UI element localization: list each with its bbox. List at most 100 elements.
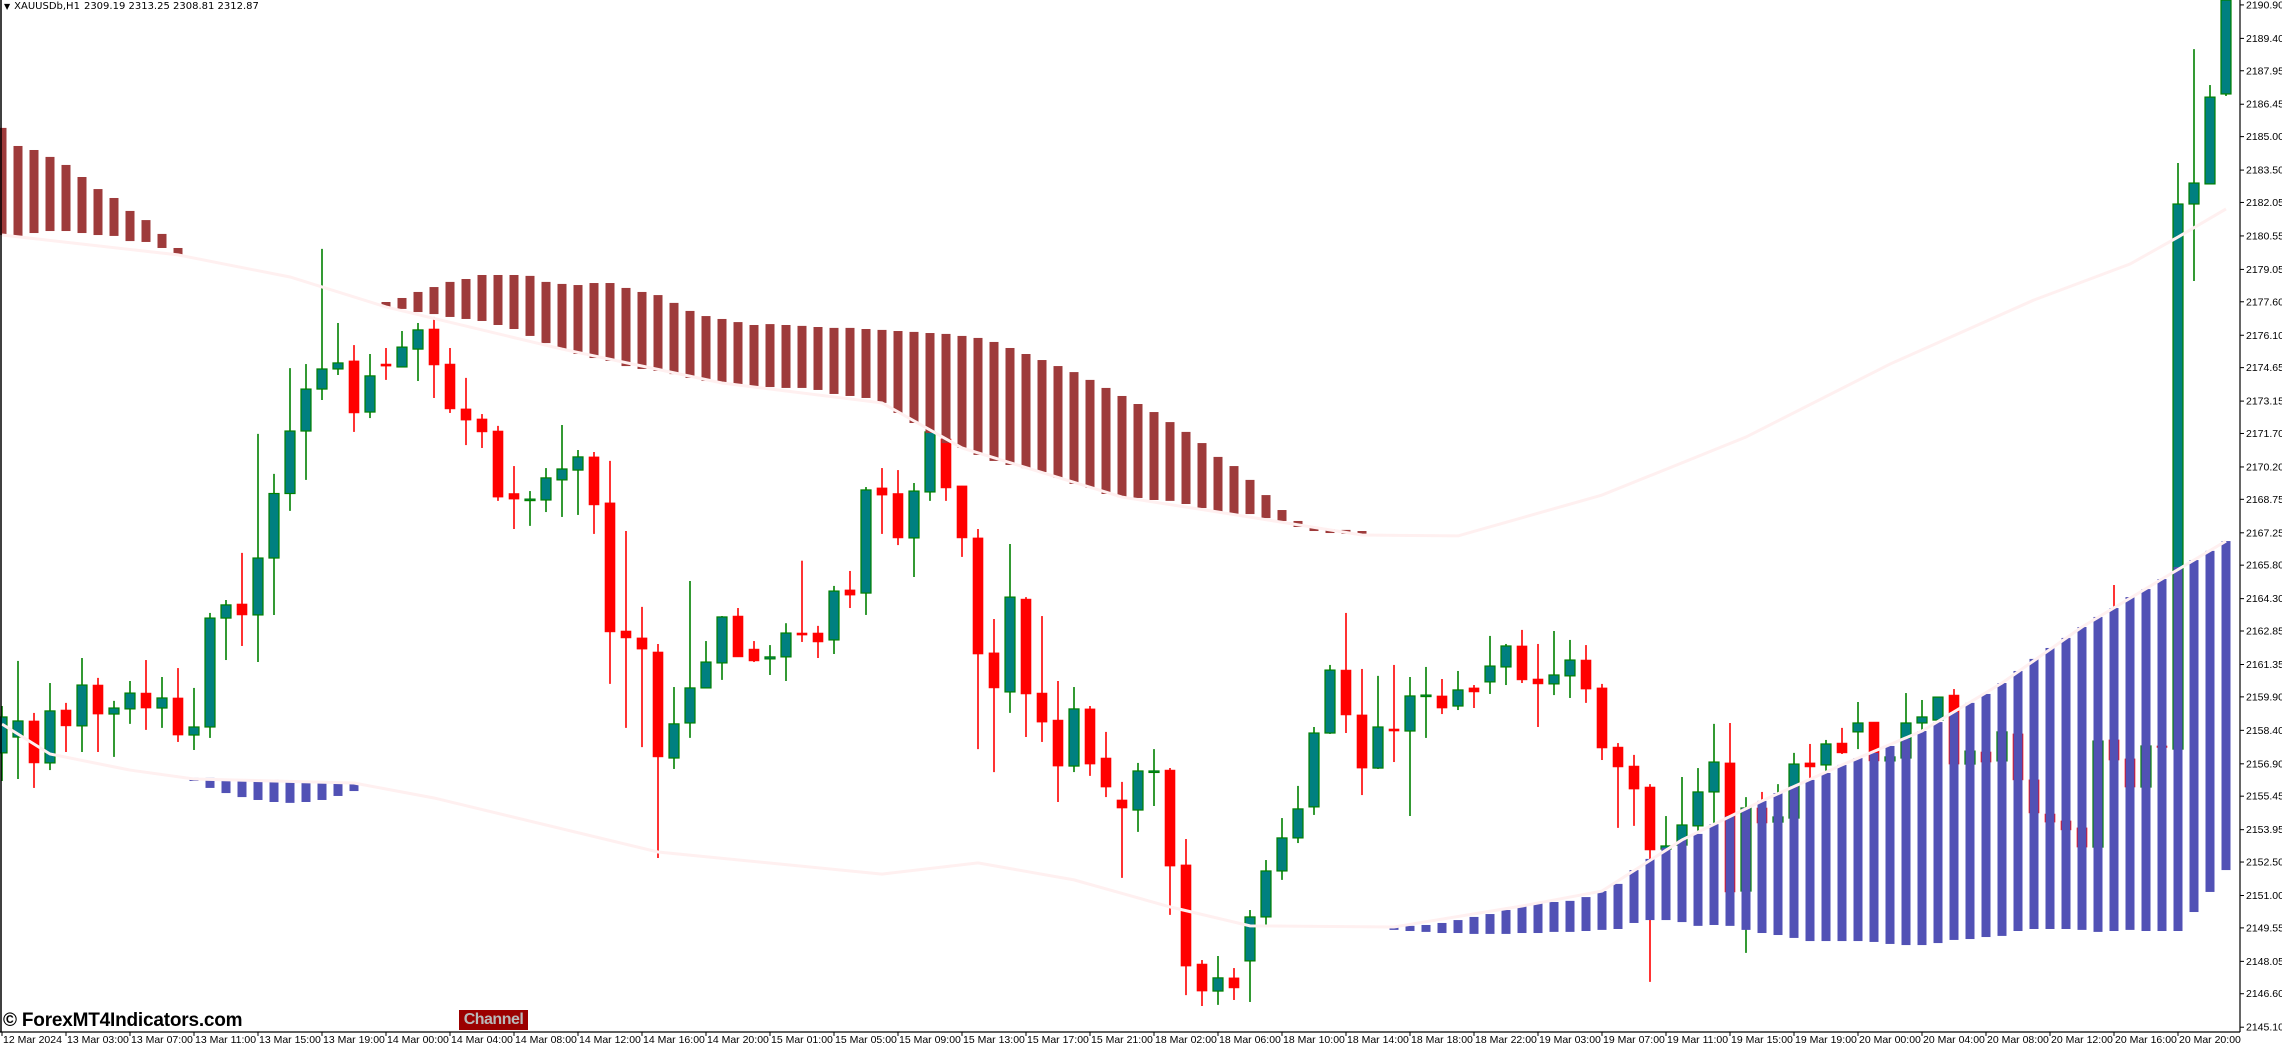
bullish-candle bbox=[1916, 699, 1928, 730]
upper-channel-bar bbox=[29, 149, 39, 234]
time-tick-label: 20 Mar 08:00 bbox=[1987, 1034, 2049, 1044]
price-tick-label: 2189.40 bbox=[2246, 33, 2282, 45]
candle-body bbox=[396, 346, 408, 368]
candle-body bbox=[652, 651, 664, 758]
candle-body bbox=[1308, 732, 1320, 808]
time-tick-label: 15 Mar 09:00 bbox=[899, 1034, 961, 1044]
bearish-candle bbox=[812, 625, 824, 659]
bearish-candle bbox=[1388, 664, 1400, 763]
price-tick-label: 2185.00 bbox=[2246, 131, 2282, 143]
bearish-candle bbox=[476, 414, 488, 448]
lower-channel-bar bbox=[1773, 793, 1783, 936]
candle-body bbox=[140, 692, 152, 709]
candle-body bbox=[332, 362, 344, 370]
bullish-candle bbox=[108, 700, 120, 757]
price-tick-label: 2151.00 bbox=[2246, 890, 2282, 902]
bearish-candle bbox=[92, 677, 104, 752]
upper-channel-bar bbox=[637, 291, 647, 369]
lower-channel-bar bbox=[2093, 616, 2103, 932]
indicator-badge: Channel bbox=[459, 1010, 528, 1030]
upper-channel-bar bbox=[1309, 526, 1319, 532]
candle-body bbox=[428, 328, 440, 366]
upper-channel-bar bbox=[509, 274, 519, 330]
upper-channel-bar bbox=[45, 156, 55, 232]
upper-channel-bar bbox=[1053, 366, 1063, 478]
bearish-candle bbox=[796, 560, 808, 642]
time-tick-label: 13 Mar 03:00 bbox=[67, 1034, 129, 1044]
candle-body bbox=[972, 537, 984, 655]
bearish-candle bbox=[1340, 612, 1352, 734]
lower-channel-bar bbox=[1853, 758, 1863, 942]
candle-body bbox=[1916, 716, 1928, 724]
candle-body bbox=[1852, 722, 1864, 733]
watermark-logo: © ForexMT4Indicators.com bbox=[3, 1010, 243, 1031]
upper-channel-bar bbox=[1133, 404, 1143, 498]
candle-body bbox=[1708, 761, 1720, 793]
lower-channel-bar bbox=[1565, 900, 1575, 932]
price-tick-label: 2165.80 bbox=[2246, 560, 2282, 572]
lower-channel-bar bbox=[1437, 922, 1447, 934]
lower-channel-bar bbox=[2157, 579, 2167, 932]
candle-body bbox=[1196, 963, 1208, 992]
candle-body bbox=[1084, 708, 1096, 765]
upper-channel-bar bbox=[573, 285, 583, 355]
time-tick-label: 18 Mar 02:00 bbox=[1155, 1034, 1217, 1044]
lower-channel-bar bbox=[2173, 566, 2183, 932]
bearish-candle bbox=[732, 608, 744, 658]
lower-channel-bar bbox=[2045, 647, 2055, 929]
upper-channel-bar bbox=[557, 283, 567, 350]
upper-channel-bar bbox=[845, 327, 855, 396]
upper-channel-bar bbox=[157, 233, 167, 248]
lower-channel-bar bbox=[1485, 914, 1495, 934]
bullish-candle bbox=[44, 683, 56, 771]
bearish-candle bbox=[1628, 754, 1640, 826]
bullish-candle bbox=[332, 322, 344, 375]
lower-channel-bar bbox=[2125, 597, 2135, 930]
bullish-candle bbox=[396, 331, 408, 368]
lower-channel-bar bbox=[237, 778, 247, 798]
candle-body bbox=[1228, 977, 1240, 989]
time-tick-label: 20 Mar 00:00 bbox=[1859, 1034, 1921, 1044]
upper-channel-bar bbox=[813, 327, 823, 390]
time-tick-label: 19 Mar 03:00 bbox=[1539, 1034, 1601, 1044]
bearish-candle bbox=[1228, 968, 1240, 1000]
time-tick-label: 19 Mar 07:00 bbox=[1603, 1034, 1665, 1044]
bearish-candle bbox=[1036, 616, 1048, 742]
price-tick-label: 2183.50 bbox=[2246, 165, 2282, 177]
upper-channel-bar bbox=[0, 127, 7, 236]
bullish-candle bbox=[156, 676, 168, 728]
bullish-candle bbox=[0, 706, 8, 782]
price-tick-label: 2158.40 bbox=[2246, 725, 2282, 737]
bullish-candle bbox=[1484, 635, 1496, 694]
upper-channel-bar bbox=[733, 322, 743, 386]
upper-channel-bar bbox=[1005, 347, 1015, 465]
triangle-down-icon[interactable]: ▼ bbox=[4, 2, 11, 11]
upper-channel-bar bbox=[1213, 456, 1223, 513]
candle-body bbox=[284, 430, 296, 495]
bullish-candle bbox=[268, 473, 280, 615]
price-tick-label: 2161.35 bbox=[2246, 659, 2282, 671]
bearish-candle bbox=[748, 641, 760, 663]
bullish-candle bbox=[700, 641, 712, 689]
lower-channel-bar bbox=[1901, 739, 1911, 946]
candle-body bbox=[220, 604, 232, 619]
lower-channel-bar bbox=[317, 781, 327, 800]
lower-channel-bar bbox=[1661, 847, 1671, 921]
upper-channel-bar bbox=[413, 291, 423, 313]
candle-body bbox=[268, 492, 280, 559]
ohlc-readout: 2309.19 2313.25 2308.81 2312.87 bbox=[83, 1, 259, 12]
bullish-candle bbox=[220, 599, 232, 661]
candle-body bbox=[204, 617, 216, 728]
candle-body bbox=[988, 652, 1000, 689]
upper-channel-bar bbox=[1037, 360, 1047, 473]
bearish-candle bbox=[1100, 731, 1112, 798]
bearish-candle bbox=[652, 643, 664, 859]
bearish-candle bbox=[28, 712, 40, 788]
lower-channel-bar bbox=[1693, 833, 1703, 926]
candle-body bbox=[572, 456, 584, 471]
time-tick-label: 18 Mar 18:00 bbox=[1411, 1034, 1473, 1044]
candle-body bbox=[668, 723, 680, 759]
lower-channel-bar bbox=[1677, 839, 1687, 923]
bearish-candle bbox=[892, 470, 904, 546]
